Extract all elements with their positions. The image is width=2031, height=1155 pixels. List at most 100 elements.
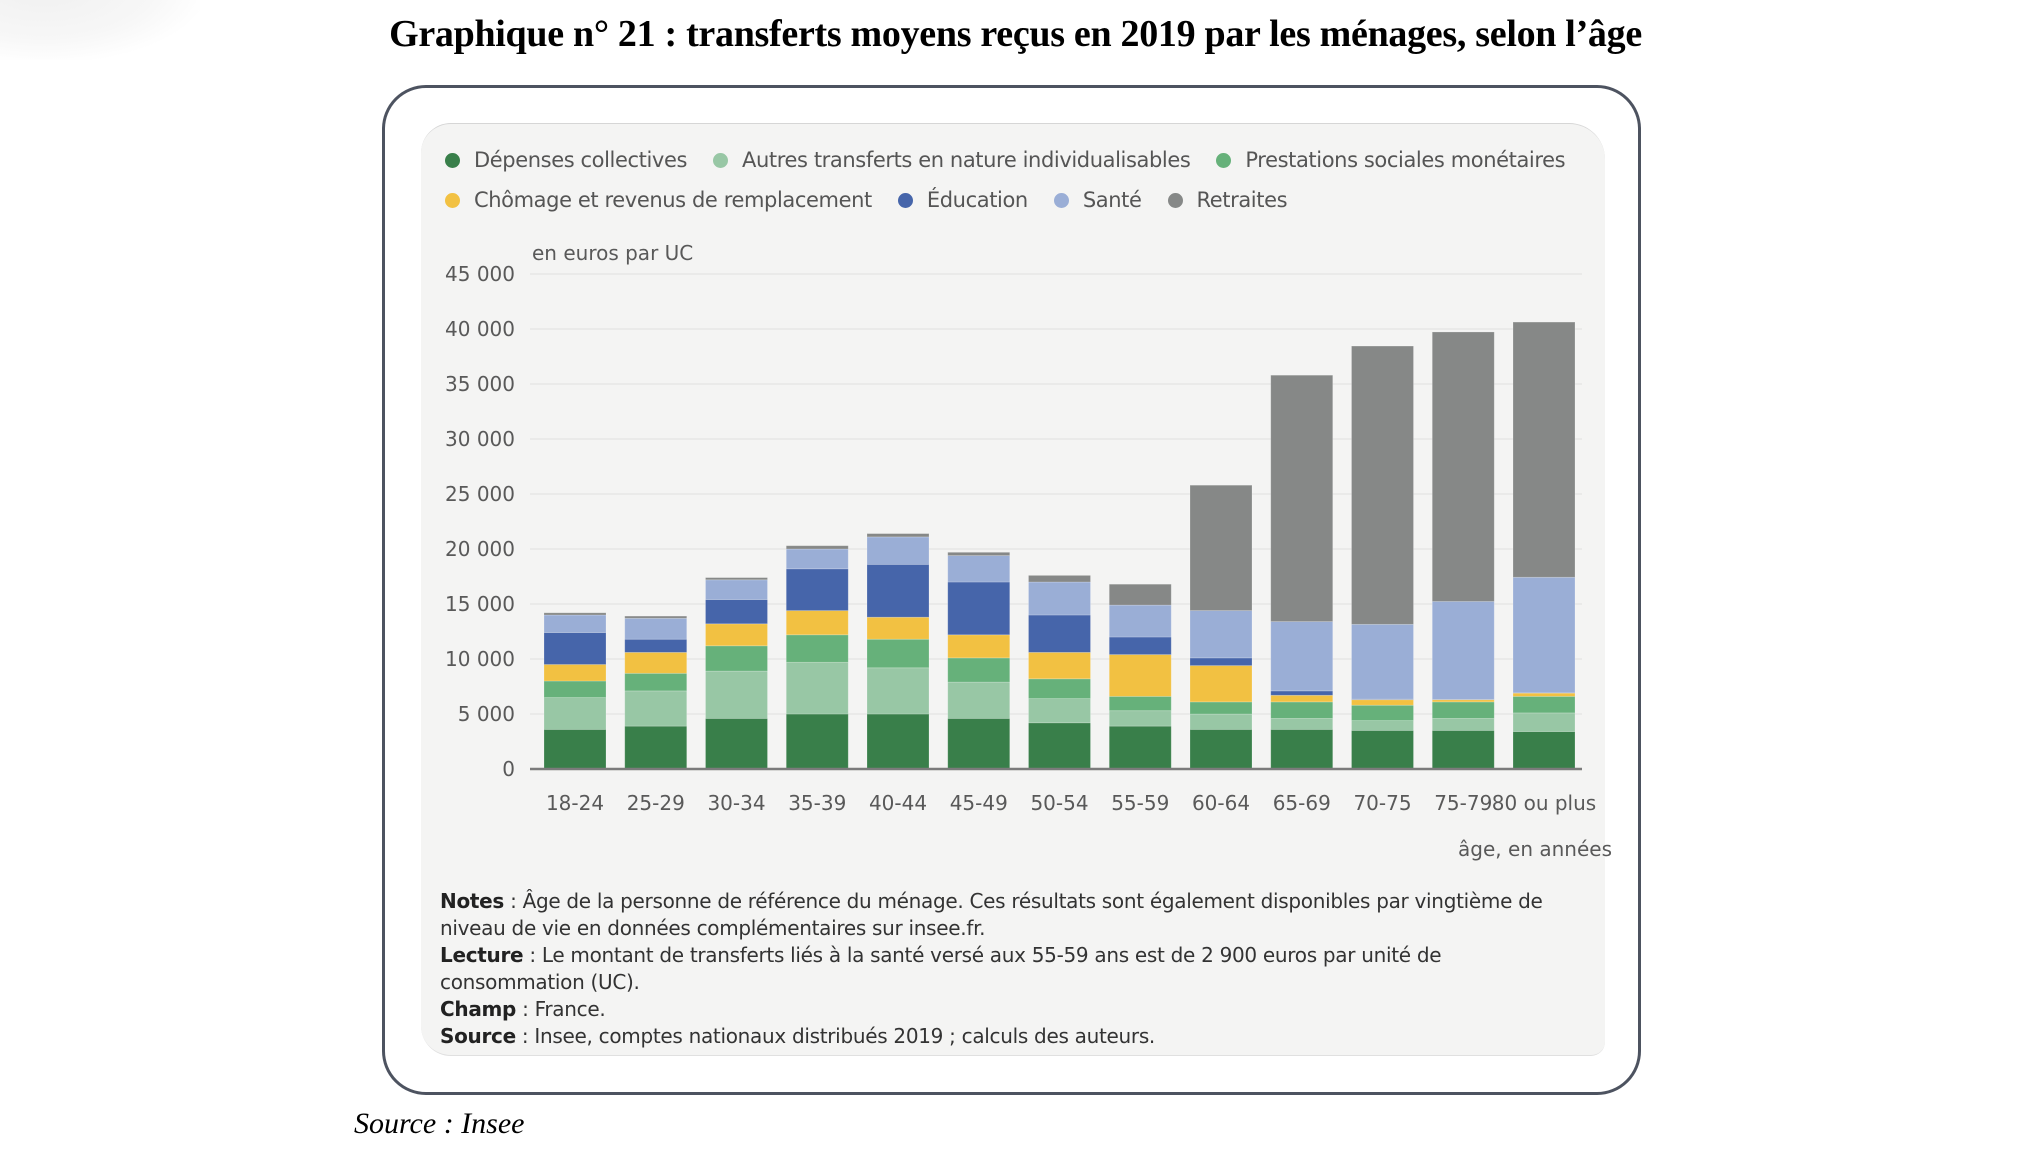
bar-segment[interactable]: Éducation – 35-39 : 3800 [785, 568, 849, 611]
bar-segment[interactable]: Retraites – 30-34 : 200 [705, 577, 768, 581]
legend-label: Retraites [1196, 188, 1288, 212]
bar-segment[interactable]: Prestations sociales monétaires – 75-79 … [1431, 701, 1495, 719]
bar-segment[interactable]: Autres transferts en nature individualis… [947, 681, 1011, 719]
bar-segment[interactable]: Chômage et revenus de remplacement – 40-… [866, 616, 930, 640]
bar-segment[interactable]: Santé – 30-34 : 1800 [705, 579, 768, 600]
bar-segment[interactable]: Chômage et revenus de remplacement – 55-… [1108, 654, 1172, 697]
bar-segment[interactable]: Santé – 60-64 : 4300 [1189, 610, 1253, 659]
bar-segment[interactable]: Autres transferts en nature individualis… [1351, 720, 1414, 731]
bar-segment[interactable]: Dépenses collectives – 25-29 : 3900 [624, 725, 688, 770]
legend-item-chomage[interactable]: Chômage et revenus de remplacement [445, 188, 872, 212]
bar-segment[interactable]: Autres transferts en nature individualis… [543, 697, 607, 730]
legend-item-education[interactable]: Éducation [897, 188, 1028, 212]
bar-segment[interactable]: Chômage et revenus de remplacement – 70-… [1351, 699, 1414, 706]
bar-segment[interactable]: Retraites – 60-64 : 11400 [1189, 484, 1253, 612]
bar-segment[interactable]: Prestations sociales monétaires – 25-29 … [624, 672, 688, 692]
bar-segment[interactable]: Prestations sociales monétaires – 35-39 … [785, 634, 849, 663]
bar-segment[interactable]: Éducation – 45-49 : 4800 [947, 581, 1011, 636]
bar-segment[interactable]: Autres transferts en nature individualis… [1270, 718, 1334, 730]
bar-segment[interactable]: Chômage et revenus de remplacement – 35-… [785, 610, 849, 636]
bar-segment[interactable]: Santé – 65-69 : 6300 [1270, 621, 1334, 692]
bar-segment[interactable]: Dépenses collectives – 30-34 : 4600 [705, 718, 768, 770]
bar-segment[interactable]: Dépenses collectives – 18-24 : 3600 [543, 729, 607, 770]
bar-segment[interactable]: Prestations sociales monétaires – 40-44 … [866, 638, 930, 669]
bar-segment[interactable]: Chômage et revenus de remplacement – 25-… [624, 652, 688, 674]
bar-segment[interactable]: Éducation – 60-64 : 700 [1189, 657, 1253, 667]
bar-segment[interactable]: Retraites – 40-44 : 300 [866, 533, 930, 538]
bar-segment[interactable]: Prestations sociales monétaires – 60-64 … [1189, 701, 1253, 715]
bar-segment[interactable]: Retraites – 55-59 : 1900 [1108, 583, 1172, 606]
bar-segment[interactable]: Retraites – 75-79 : 24500 [1431, 331, 1495, 602]
legend-item-prestations-sociales[interactable]: Prestations sociales monétaires [1216, 148, 1566, 172]
bar-segment[interactable]: Prestations sociales monétaires – 70-75 … [1351, 704, 1414, 722]
bar-segment[interactable]: Autres transferts en nature individualis… [1108, 710, 1172, 727]
bar-segment[interactable]: Autres transferts en nature individualis… [866, 667, 930, 715]
legend-item-sante[interactable]: Santé [1053, 188, 1142, 212]
bar-segment[interactable]: Autres transferts en nature individualis… [624, 690, 688, 727]
bar-segment[interactable]: Éducation – 65-69 : 400 [1270, 690, 1334, 696]
bar-segment[interactable]: Retraites – 35-39 : 300 [785, 545, 849, 550]
bar-segment[interactable]: Éducation – 30-34 : 2200 [705, 599, 768, 625]
bar-segment[interactable]: Éducation – 70-75 : 50 [1351, 698, 1414, 701]
bar-segment[interactable]: Dépenses collectives – 65-69 : 3600 [1270, 729, 1334, 770]
bar-segment[interactable]: Retraites – 65-69 : 22400 [1270, 374, 1334, 623]
bar-segment[interactable]: Autres transferts en nature individualis… [1431, 718, 1495, 731]
bars: Dépenses collectives – 18-24 : 3600Autre… [543, 321, 1576, 770]
bar-segment[interactable]: Chômage et revenus de remplacement – 50-… [1028, 652, 1091, 680]
bar-segment[interactable]: Éducation – 55-59 : 1600 [1108, 636, 1172, 656]
bar-segment[interactable]: Éducation – 50-54 : 3400 [1028, 614, 1091, 653]
bar-segment[interactable]: Santé – 18-24 : 1600 [543, 614, 607, 634]
bar-segment[interactable]: Autres transferts en nature individualis… [705, 670, 768, 719]
legend-item-retraites[interactable]: Retraites [1167, 188, 1288, 212]
bar-segment[interactable]: Dépenses collectives – 60-64 : 3600 [1189, 729, 1253, 770]
bar-segment[interactable]: Autres transferts en nature individualis… [1189, 713, 1253, 730]
bar-segment[interactable]: Éducation – 40-44 : 4800 [866, 564, 930, 618]
bar-segment[interactable]: Retraites – 80 ou plus : 23200 [1512, 321, 1576, 578]
bar-stack-25-29: Dépenses collectives – 25-29 : 3900Autre… [624, 615, 688, 770]
bar-segment[interactable]: Retraites – 70-75 : 25300 [1351, 345, 1414, 625]
bar-segment[interactable]: Santé – 25-29 : 1900 [624, 617, 688, 640]
bar-segment[interactable]: Éducation – 25-29 : 1200 [624, 638, 688, 653]
bar-segment[interactable]: Prestations sociales monétaires – 18-24 … [543, 680, 607, 698]
bar-segment[interactable]: Autres transferts en nature individualis… [1512, 712, 1576, 733]
bar-segment[interactable]: Prestations sociales monétaires – 30-34 … [705, 645, 768, 672]
bar-segment[interactable]: Autres transferts en nature individualis… [1028, 698, 1091, 724]
bar-segment[interactable]: Chômage et revenus de remplacement – 60-… [1189, 665, 1253, 703]
bar-segment[interactable]: Dépenses collectives – 50-54 : 4200 [1028, 722, 1091, 770]
bar-segment[interactable]: Dépenses collectives – 45-49 : 4600 [947, 718, 1011, 770]
bar-segment[interactable]: Prestations sociales monétaires – 45-49 … [947, 657, 1011, 683]
bar-segment[interactable]: Chômage et revenus de remplacement – 30-… [705, 623, 768, 647]
bar-stack-55-59: Dépenses collectives – 55-59 : 3900Autre… [1108, 583, 1172, 770]
bar-segment[interactable]: Retraites – 18-24 : 200 [543, 612, 607, 616]
bar-segment[interactable]: Chômage et revenus de remplacement – 65-… [1270, 694, 1334, 703]
legend-item-depenses-collectives[interactable]: Dépenses collectives [445, 148, 687, 172]
bar-segment[interactable]: Prestations sociales monétaires – 65-69 … [1270, 701, 1334, 719]
bar-segment[interactable]: Prestations sociales monétaires – 50-54 … [1028, 678, 1091, 699]
bar-segment[interactable]: Chômage et revenus de remplacement – 18-… [543, 664, 607, 682]
bar-segment[interactable]: Santé – 70-75 : 6800 [1351, 623, 1414, 700]
bar-segment[interactable]: Dépenses collectives – 80 ou plus : 3400 [1512, 731, 1576, 770]
bar-segment[interactable]: Santé – 35-39 : 1800 [785, 548, 849, 570]
y-tick-label: 10 000 [445, 647, 515, 671]
bar-segment[interactable]: Retraites – 45-49 : 300 [947, 551, 1011, 556]
bar-segment[interactable]: Prestations sociales monétaires – 55-59 … [1108, 696, 1172, 712]
bar-segment[interactable]: Prestations sociales monétaires – 80 ou … [1512, 696, 1576, 714]
bar-segment[interactable]: Santé – 75-79 : 8900 [1431, 601, 1495, 700]
bar-segment[interactable]: Retraites – 25-29 : 200 [624, 615, 688, 619]
bar-segment[interactable]: Chômage et revenus de remplacement – 80 … [1512, 692, 1576, 697]
bar-segment[interactable]: Chômage et revenus de remplacement – 45-… [947, 634, 1011, 659]
bar-segment[interactable]: Santé – 45-49 : 2400 [947, 555, 1011, 583]
legend-item-autres-transferts[interactable]: Autres transferts en nature individualis… [713, 148, 1191, 172]
bar-segment[interactable]: Retraites – 50-54 : 600 [1028, 575, 1091, 583]
bar-segment[interactable]: Santé – 80 ou plus : 10500 [1512, 576, 1576, 694]
bar-segment[interactable]: Autres transferts en nature individualis… [785, 661, 849, 715]
bar-segment[interactable]: Dépenses collectives – 55-59 : 3900 [1108, 725, 1172, 770]
